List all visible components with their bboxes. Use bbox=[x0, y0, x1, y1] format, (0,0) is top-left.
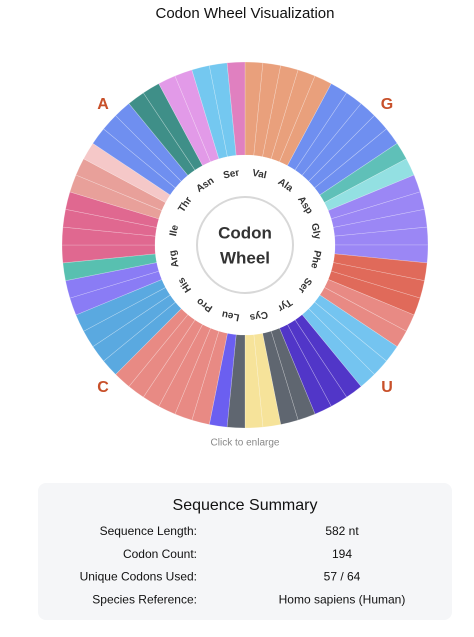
amino-acid-label: Ile bbox=[168, 224, 181, 238]
amino-acid-label: Val bbox=[251, 168, 268, 182]
center-circle bbox=[196, 196, 294, 294]
amino-acid-label: Ser bbox=[222, 168, 240, 182]
title: Codon Wheel Visualization bbox=[156, 5, 335, 22]
center-label: Wheel bbox=[220, 248, 270, 267]
corner-label: G bbox=[381, 96, 393, 113]
corner-label: C bbox=[97, 379, 109, 396]
summary-value: 57 / 64 bbox=[324, 570, 361, 584]
corner-label: A bbox=[97, 96, 109, 113]
summary-card bbox=[38, 483, 452, 620]
summary-value: Homo sapiens (Human) bbox=[279, 592, 406, 606]
amino-acid-label: Arg bbox=[167, 249, 181, 268]
amino-acid-label: Gly bbox=[309, 222, 323, 240]
summary-label: Species Reference: bbox=[92, 592, 197, 606]
summary-label: Unique Codons Used: bbox=[80, 570, 197, 584]
amino-acid-label: Leu bbox=[221, 308, 241, 322]
summary-label: Sequence Length: bbox=[100, 524, 197, 538]
summary-value: 582 nt bbox=[325, 524, 359, 538]
amino-acid-label: Phe bbox=[308, 249, 323, 270]
caption: Click to enlarge bbox=[211, 438, 280, 449]
amino-acid-label: Cys bbox=[248, 308, 269, 322]
summary-value: 194 bbox=[332, 547, 352, 561]
summary-title: Sequence Summary bbox=[173, 497, 318, 514]
corner-label: U bbox=[381, 379, 393, 396]
center-label: Codon bbox=[218, 223, 272, 242]
summary-rows: Sequence Length: 582 nt Codon Count: 194 Uni… bbox=[80, 524, 406, 606]
summary-label: Codon Count: bbox=[123, 547, 197, 561]
